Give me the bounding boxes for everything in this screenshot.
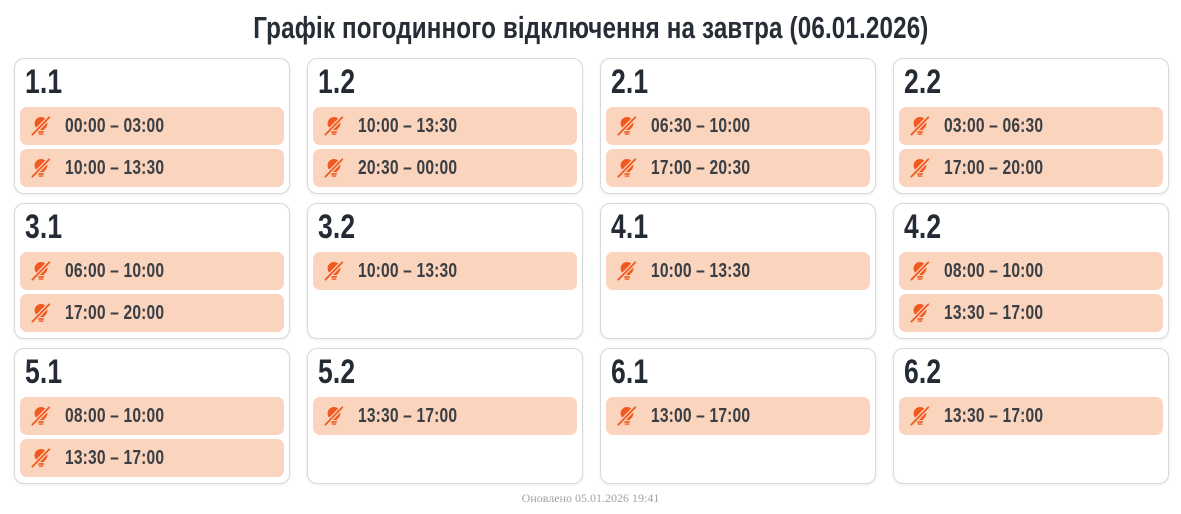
group-name: 4.1 <box>611 208 649 246</box>
outage-time: 17:00 – 20:30 <box>651 156 751 179</box>
group-card: 6.1 13:00 – 17:00 <box>600 348 876 484</box>
outage-time: 10:00 – 13:30 <box>65 156 165 179</box>
page-title: Графік погодинного відключення на завтра… <box>252 10 929 45</box>
outage-time: 20:30 – 00:00 <box>358 156 458 179</box>
lightbulb-slash-icon <box>30 447 52 469</box>
updated-timestamp: Оновлено 05.01.2026 19:41 <box>521 491 660 505</box>
outage-time: 17:00 – 20:00 <box>65 301 165 324</box>
outage-slot: 17:00 – 20:00 <box>899 149 1163 187</box>
outage-time: 03:00 – 06:30 <box>944 114 1044 137</box>
outage-time: 17:00 – 20:00 <box>944 156 1044 179</box>
outage-time: 13:30 – 17:00 <box>944 301 1044 324</box>
schedule-grid: 1.1 00:00 – 03:00 10:00 – 13:30 1.2 <box>14 58 1169 484</box>
group-card: 3.1 06:00 – 10:00 17:00 – 20:00 <box>14 203 290 339</box>
outage-time: 13:30 – 17:00 <box>358 404 458 427</box>
group-card: 4.2 08:00 – 10:00 13:30 – 17:00 <box>893 203 1169 339</box>
group-name: 4.2 <box>904 208 942 246</box>
lightbulb-slash-icon <box>323 157 345 179</box>
lightbulb-slash-icon <box>323 260 345 282</box>
group-name: 3.1 <box>25 208 63 246</box>
group-card: 4.1 10:00 – 13:30 <box>600 203 876 339</box>
group-card: 1.1 00:00 – 03:00 10:00 – 13:30 <box>14 58 290 194</box>
outage-slot: 10:00 – 13:30 <box>313 252 577 290</box>
lightbulb-slash-icon <box>30 260 52 282</box>
outage-slot: 17:00 – 20:00 <box>20 294 284 332</box>
lightbulb-slash-icon <box>30 157 52 179</box>
outage-time: 06:30 – 10:00 <box>651 114 751 137</box>
group-name: 5.1 <box>25 353 63 391</box>
outage-slot: 13:30 – 17:00 <box>899 294 1163 332</box>
outage-slot: 13:30 – 17:00 <box>899 397 1163 435</box>
outage-slot: 03:00 – 06:30 <box>899 107 1163 145</box>
lightbulb-slash-icon <box>30 115 52 137</box>
group-name: 3.2 <box>318 208 356 246</box>
outage-slot: 06:30 – 10:00 <box>606 107 870 145</box>
group-name: 6.2 <box>904 353 942 391</box>
lightbulb-slash-icon <box>30 302 52 324</box>
group-card: 2.2 03:00 – 06:30 17:00 – 20:00 <box>893 58 1169 194</box>
outage-time: 10:00 – 13:30 <box>651 259 751 282</box>
lightbulb-slash-icon <box>616 260 638 282</box>
group-card: 3.2 10:00 – 13:30 <box>307 203 583 339</box>
outage-time: 10:00 – 13:30 <box>358 259 458 282</box>
group-card: 5.2 13:30 – 17:00 <box>307 348 583 484</box>
group-name: 5.2 <box>318 353 356 391</box>
outage-slot: 10:00 – 13:30 <box>313 107 577 145</box>
outage-slot: 13:30 – 17:00 <box>20 439 284 477</box>
outage-time: 13:00 – 17:00 <box>651 404 751 427</box>
group-card: 6.2 13:30 – 17:00 <box>893 348 1169 484</box>
outage-slot: 13:30 – 17:00 <box>313 397 577 435</box>
lightbulb-slash-icon <box>909 157 931 179</box>
outage-slot: 08:00 – 10:00 <box>20 397 284 435</box>
outage-time: 13:30 – 17:00 <box>65 446 165 469</box>
lightbulb-slash-icon <box>909 405 931 427</box>
group-name: 1.1 <box>25 63 63 101</box>
outage-slot: 00:00 – 03:00 <box>20 107 284 145</box>
outage-time: 10:00 – 13:30 <box>358 114 458 137</box>
outage-slot: 20:30 – 00:00 <box>313 149 577 187</box>
group-card: 5.1 08:00 – 10:00 13:30 – 17:00 <box>14 348 290 484</box>
outage-slot: 13:00 – 17:00 <box>606 397 870 435</box>
lightbulb-slash-icon <box>909 302 931 324</box>
group-card: 2.1 06:30 – 10:00 17:00 – 20:30 <box>600 58 876 194</box>
lightbulb-slash-icon <box>616 157 638 179</box>
lightbulb-slash-icon <box>323 405 345 427</box>
outage-time: 08:00 – 10:00 <box>944 259 1044 282</box>
outage-time: 00:00 – 03:00 <box>65 114 165 137</box>
outage-slot: 17:00 – 20:30 <box>606 149 870 187</box>
group-card: 1.2 10:00 – 13:30 20:30 – 00:00 <box>307 58 583 194</box>
outage-slot: 06:00 – 10:00 <box>20 252 284 290</box>
group-name: 6.1 <box>611 353 649 391</box>
outage-slot: 08:00 – 10:00 <box>899 252 1163 290</box>
group-name: 2.1 <box>611 63 649 101</box>
outage-time: 13:30 – 17:00 <box>944 404 1044 427</box>
group-name: 2.2 <box>904 63 942 101</box>
lightbulb-slash-icon <box>616 405 638 427</box>
group-name: 1.2 <box>318 63 356 101</box>
outage-time: 08:00 – 10:00 <box>65 404 165 427</box>
outage-time: 06:00 – 10:00 <box>65 259 165 282</box>
lightbulb-slash-icon <box>323 115 345 137</box>
lightbulb-slash-icon <box>909 260 931 282</box>
lightbulb-slash-icon <box>909 115 931 137</box>
lightbulb-slash-icon <box>616 115 638 137</box>
outage-slot: 10:00 – 13:30 <box>20 149 284 187</box>
lightbulb-slash-icon <box>30 405 52 427</box>
outage-slot: 10:00 – 13:30 <box>606 252 870 290</box>
